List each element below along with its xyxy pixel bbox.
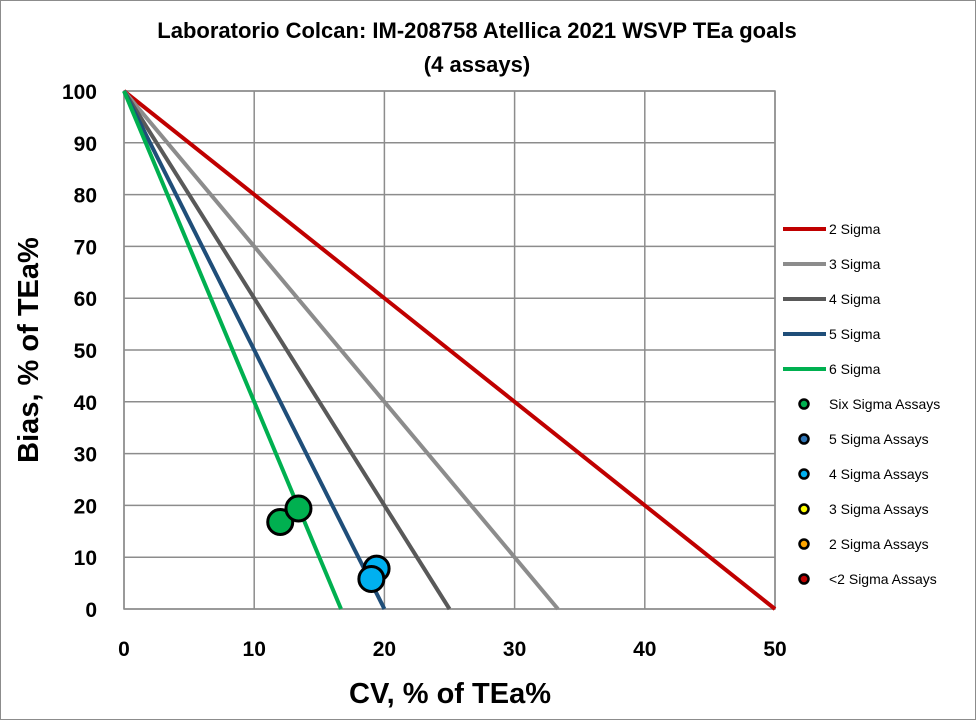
legend-marker-swatch: [798, 433, 810, 445]
y-axis-label: Bias, % of TEa%: [13, 237, 45, 463]
x-tick-label: 10: [243, 638, 266, 661]
legend-label: 6 Sigma: [829, 361, 881, 377]
legend-label: <2 Sigma Assays: [829, 571, 937, 587]
y-tick-label: 30: [74, 444, 97, 467]
y-tick-label: 60: [74, 288, 97, 311]
y-tick-label: 20: [74, 495, 97, 518]
sigma-line: [122, 90, 343, 610]
sigma-line: [122, 89, 452, 611]
x-tick-label: 40: [633, 638, 656, 661]
legend-label: 3 Sigma: [829, 256, 881, 272]
assay-point: [284, 494, 313, 523]
y-tick-label: 10: [74, 547, 97, 570]
chart-title: Laboratorio Colcan: IM-208758 Atellica 2…: [157, 18, 796, 43]
legend-label: Six Sigma Assays: [829, 396, 940, 412]
x-tick-label: 0: [118, 638, 130, 661]
sigma-line: [122, 89, 560, 611]
legend-marker-swatch: [798, 503, 810, 515]
sigma-line: [122, 89, 777, 611]
y-tick-label: 40: [74, 392, 97, 415]
x-tick-label: 30: [503, 638, 526, 661]
assay-point: [357, 564, 386, 593]
chart-subtitle: (4 assays): [424, 52, 530, 77]
x-tick-label: 50: [763, 638, 786, 661]
legend-label: 5 Sigma: [829, 326, 881, 342]
legend-label: 4 Sigma: [829, 291, 881, 307]
y-tick-label: 50: [74, 340, 97, 363]
y-tick-label: 80: [74, 185, 97, 208]
y-tick-label: 0: [85, 599, 97, 622]
y-tick-label: 100: [62, 81, 97, 104]
sigma-line: [122, 90, 387, 610]
y-tick-label: 90: [74, 133, 97, 156]
legend-marker-swatch: [798, 573, 810, 585]
x-axis-label: CV, % of TEa%: [349, 678, 551, 710]
legend-marker-swatch: [798, 538, 810, 550]
legend-marker-swatch: [798, 468, 810, 480]
legend-label: 4 Sigma Assays: [829, 466, 929, 482]
legend-marker-swatch: [798, 398, 810, 410]
y-tick-label: 70: [74, 236, 97, 259]
legend-label: 5 Sigma Assays: [829, 431, 929, 447]
legend-label: 2 Sigma Assays: [829, 536, 929, 552]
legend-label: 3 Sigma Assays: [829, 501, 929, 517]
legend-label: 2 Sigma: [829, 221, 881, 237]
x-tick-label: 20: [373, 638, 396, 661]
